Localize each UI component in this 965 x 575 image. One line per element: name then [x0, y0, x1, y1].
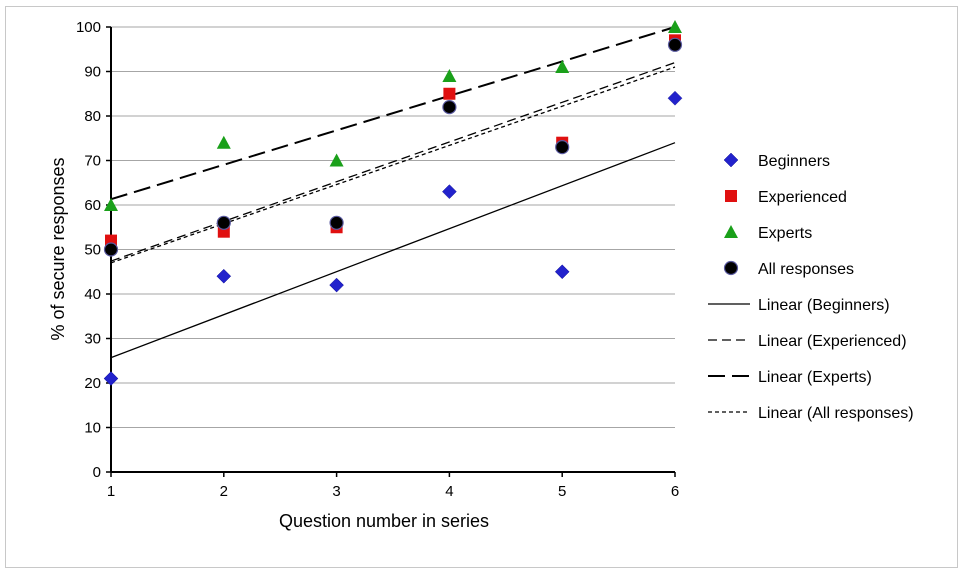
point-experts	[555, 60, 570, 74]
legend-label-linear-experienced: Linear (Experienced)	[758, 333, 907, 350]
point-experts	[329, 153, 344, 167]
legend-marker-all-responses	[723, 260, 739, 276]
legend-label-experts: Experts	[758, 225, 812, 242]
x-tick-label: 5	[558, 483, 566, 500]
point-beginners	[103, 371, 119, 386]
y-tick-label: 90	[84, 64, 101, 81]
legend-label-linear-all-responses: Linear (All responses)	[758, 405, 914, 422]
tick-labels: 0 10 20 30 40 50 60 70 80 90 100 1 2 3 4 5 6	[76, 19, 679, 500]
y-tick-label: 50	[84, 242, 101, 259]
y-tick-label: 80	[84, 108, 101, 125]
y-tick-label: 20	[84, 375, 101, 392]
y-tick-label: 100	[76, 19, 101, 36]
x-tick-label: 4	[445, 483, 453, 500]
point-beginners	[667, 90, 683, 106]
point-all-responses	[103, 242, 119, 257]
point-all-responses	[555, 140, 570, 155]
x-tick-label: 1	[107, 483, 115, 500]
point-beginners	[216, 268, 232, 284]
axes	[106, 26, 676, 477]
legend-marker-experts	[724, 225, 738, 238]
point-all-responses	[329, 215, 344, 230]
legend-label-all-responses: All responses	[758, 261, 854, 278]
trendlines	[110, 26, 676, 359]
y-tick-label: 60	[84, 197, 101, 214]
data-points	[103, 20, 683, 386]
point-experts	[442, 68, 457, 82]
legend-label-linear-experts: Linear (Experts)	[758, 369, 872, 386]
trendline-linear-beginners	[110, 142, 676, 359]
point-all-responses	[442, 99, 457, 115]
x-axis-title: Question number in series	[279, 511, 489, 531]
point-experienced	[443, 87, 456, 100]
point-experts	[104, 198, 118, 211]
y-tick-label: 40	[84, 286, 101, 303]
x-tick-label: 3	[332, 483, 340, 500]
x-tick-label: 2	[220, 483, 228, 500]
y-tick-label: 10	[84, 420, 101, 437]
trendline-linear-all-responses	[110, 66, 676, 264]
trendline-linear-experienced	[110, 61, 676, 262]
point-experts	[668, 20, 682, 33]
legend-label-experienced: Experienced	[758, 189, 847, 206]
legend-label-beginners: Beginners	[758, 153, 830, 170]
y-axis-title: % of secure responses	[48, 157, 68, 340]
point-beginners	[442, 184, 457, 200]
y-tick-label: 70	[84, 153, 101, 170]
point-beginners	[554, 264, 570, 280]
trendline-linear-experts	[110, 26, 676, 201]
chart-frame	[5, 6, 958, 568]
point-all-responses	[667, 37, 683, 52]
x-tick-label: 6	[671, 483, 679, 500]
legend: Beginners Experienced Experts All responses…	[708, 152, 914, 422]
legend-marker-experienced	[725, 190, 737, 202]
point-all-responses	[216, 215, 231, 230]
legend-marker-beginners	[723, 152, 739, 168]
y-tick-label: 30	[84, 331, 101, 348]
y-tick-label: 0	[93, 464, 101, 481]
point-beginners	[329, 277, 344, 293]
point-experts	[216, 135, 231, 149]
gridlines	[111, 26, 675, 428]
legend-label-linear-beginners: Linear (Beginners)	[758, 297, 890, 314]
